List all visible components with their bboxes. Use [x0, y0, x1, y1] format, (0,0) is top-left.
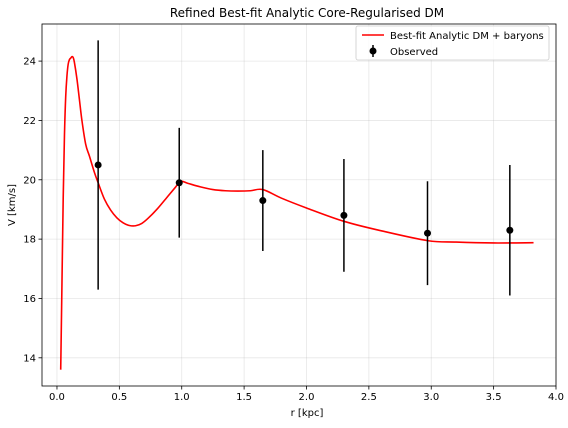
legend-label-observed: Observed [390, 47, 438, 58]
legend: Best-fit Analytic DM + baryons Observed [355, 25, 550, 61]
model-curve [59, 55, 534, 370]
y-axis-label: V [km/s] [7, 184, 18, 226]
y-tick-label: 20 [23, 175, 36, 186]
x-tick-label: 0.0 [49, 392, 65, 403]
y-tick-label: 16 [23, 294, 36, 305]
plot-series [59, 40, 534, 370]
legend-marker-swatch [369, 47, 377, 55]
x-tick-label: 1.0 [174, 392, 190, 403]
chart-title: Refined Best-fit Analytic Core-Regularis… [170, 6, 444, 20]
y-axis: 14 16 18 20 22 24 [23, 57, 42, 364]
y-tick-label: 14 [23, 353, 36, 364]
legend-box [355, 25, 550, 61]
x-tick-label: 3.0 [423, 392, 439, 403]
observed-point [424, 229, 431, 237]
y-tick-label: 22 [23, 116, 36, 127]
y-tick-label: 18 [23, 235, 36, 246]
observed-point [340, 211, 348, 219]
x-tick-label: 2.5 [361, 392, 377, 403]
observed-point [259, 197, 267, 205]
grid [42, 24, 557, 386]
legend-label-model: Best-fit Analytic DM + baryons [390, 31, 544, 42]
x-tick-label: 2.0 [299, 392, 315, 403]
x-axis-label: r [kpc] [291, 408, 324, 419]
x-tick-label: 1.5 [236, 392, 252, 403]
x-tick-label: 3.5 [486, 392, 502, 403]
x-axis: 0.0 0.5 1.0 1.5 2.0 2.5 3.0 3.5 4.0 [49, 386, 564, 403]
x-tick-label: 4.0 [548, 392, 564, 403]
observed-point [506, 226, 514, 234]
observed-point [175, 179, 183, 187]
x-tick-label: 0.5 [111, 392, 127, 403]
y-tick-label: 24 [23, 57, 36, 68]
observed-point [94, 161, 102, 169]
plot-frame [41, 23, 557, 387]
